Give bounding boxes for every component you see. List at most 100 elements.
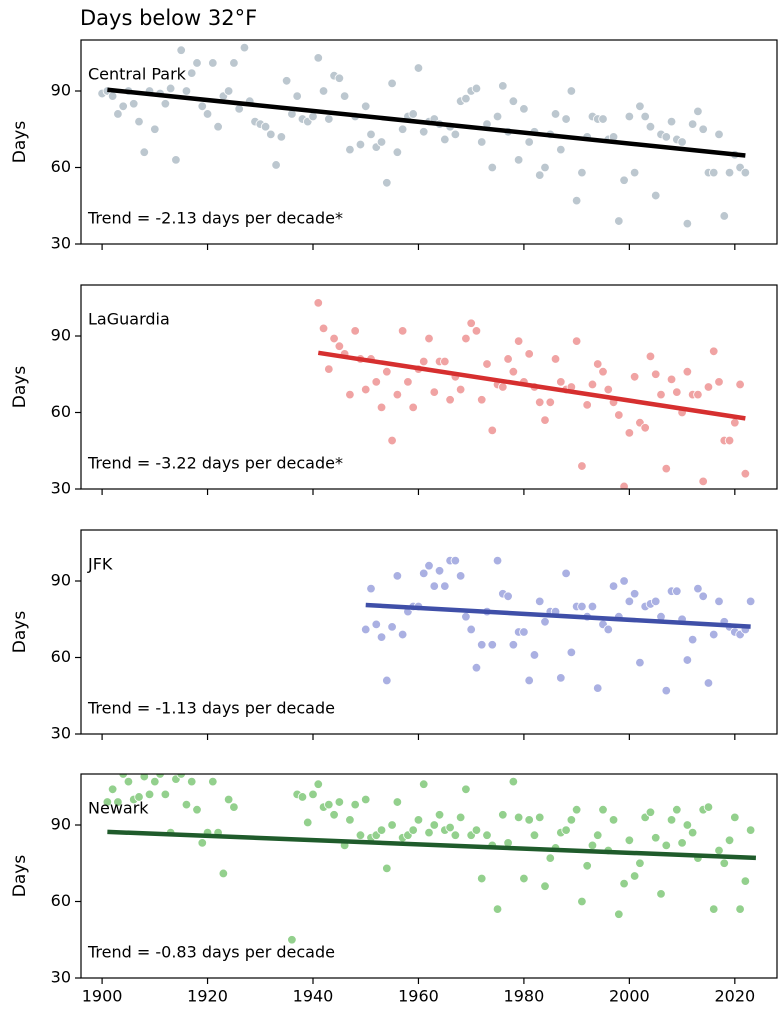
point bbox=[513, 812, 524, 823]
point bbox=[672, 387, 682, 397]
point bbox=[519, 627, 529, 637]
point bbox=[471, 663, 482, 673]
point bbox=[645, 807, 656, 817]
point bbox=[682, 655, 693, 665]
point bbox=[123, 776, 134, 787]
point bbox=[492, 555, 503, 566]
point bbox=[397, 326, 408, 336]
point bbox=[519, 104, 529, 114]
point bbox=[181, 86, 192, 96]
point bbox=[107, 784, 118, 795]
plot-area bbox=[361, 555, 756, 696]
point bbox=[593, 830, 603, 840]
point bbox=[503, 591, 513, 602]
point bbox=[698, 476, 708, 487]
point bbox=[376, 137, 387, 147]
y-tick-label: 90 bbox=[51, 815, 71, 834]
point bbox=[392, 389, 403, 400]
point bbox=[666, 116, 677, 127]
point bbox=[482, 830, 492, 840]
point bbox=[566, 86, 577, 96]
point bbox=[355, 139, 366, 150]
point bbox=[450, 555, 461, 566]
point bbox=[614, 909, 624, 919]
point bbox=[208, 776, 218, 787]
point bbox=[419, 127, 429, 137]
point bbox=[587, 601, 598, 612]
point bbox=[492, 904, 503, 914]
point bbox=[540, 617, 550, 627]
point bbox=[313, 298, 323, 308]
chart-title: Days below 32°F bbox=[80, 6, 257, 30]
point bbox=[208, 58, 218, 68]
y-tick-label: 60 bbox=[51, 402, 71, 421]
point bbox=[535, 812, 545, 823]
point bbox=[376, 825, 387, 835]
x-tick-label: 1980 bbox=[504, 987, 545, 1006]
point bbox=[197, 101, 207, 112]
point bbox=[619, 878, 629, 889]
point bbox=[498, 810, 508, 820]
point bbox=[703, 678, 714, 688]
point bbox=[614, 216, 624, 226]
point bbox=[113, 797, 123, 807]
point bbox=[213, 121, 223, 132]
point bbox=[645, 121, 656, 132]
point bbox=[661, 132, 671, 142]
point bbox=[345, 389, 355, 400]
x-tick-label: 2000 bbox=[609, 987, 650, 1006]
station-label: Central Park bbox=[88, 65, 187, 84]
point bbox=[419, 568, 429, 579]
point bbox=[260, 121, 271, 132]
point bbox=[339, 91, 350, 101]
point bbox=[482, 359, 492, 369]
point bbox=[334, 341, 345, 351]
point bbox=[313, 53, 323, 63]
point bbox=[202, 109, 213, 119]
point bbox=[361, 101, 371, 112]
point bbox=[740, 469, 751, 479]
point bbox=[471, 326, 482, 336]
point bbox=[292, 91, 302, 101]
trend-line bbox=[365, 602, 751, 629]
point bbox=[382, 863, 392, 874]
point bbox=[709, 904, 719, 914]
point bbox=[223, 794, 234, 805]
point bbox=[730, 812, 740, 823]
point bbox=[229, 802, 239, 812]
point bbox=[629, 167, 640, 178]
point bbox=[577, 167, 587, 178]
y-tick-label: 30 bbox=[51, 234, 71, 253]
point bbox=[487, 162, 497, 173]
point bbox=[540, 415, 550, 425]
point bbox=[382, 675, 392, 686]
point bbox=[371, 619, 381, 630]
point bbox=[687, 119, 698, 129]
point bbox=[577, 601, 587, 612]
point bbox=[387, 435, 397, 446]
point bbox=[487, 425, 497, 436]
point bbox=[498, 382, 508, 392]
point bbox=[656, 389, 666, 400]
point bbox=[619, 175, 629, 185]
y-tick-label: 60 bbox=[51, 157, 71, 176]
point bbox=[477, 873, 487, 884]
point bbox=[587, 379, 598, 390]
point bbox=[297, 792, 308, 802]
point bbox=[566, 815, 577, 825]
point bbox=[392, 797, 403, 807]
point bbox=[144, 789, 155, 800]
y-tick-label: 90 bbox=[51, 571, 71, 590]
point bbox=[540, 881, 550, 891]
point bbox=[150, 124, 160, 134]
point bbox=[740, 876, 751, 886]
x-tick-label: 2020 bbox=[714, 987, 755, 1006]
point bbox=[677, 137, 687, 147]
point bbox=[656, 889, 666, 899]
point bbox=[350, 326, 360, 336]
point bbox=[561, 568, 571, 579]
point bbox=[187, 776, 197, 787]
point bbox=[160, 789, 171, 800]
point bbox=[629, 372, 640, 382]
point bbox=[719, 211, 729, 221]
